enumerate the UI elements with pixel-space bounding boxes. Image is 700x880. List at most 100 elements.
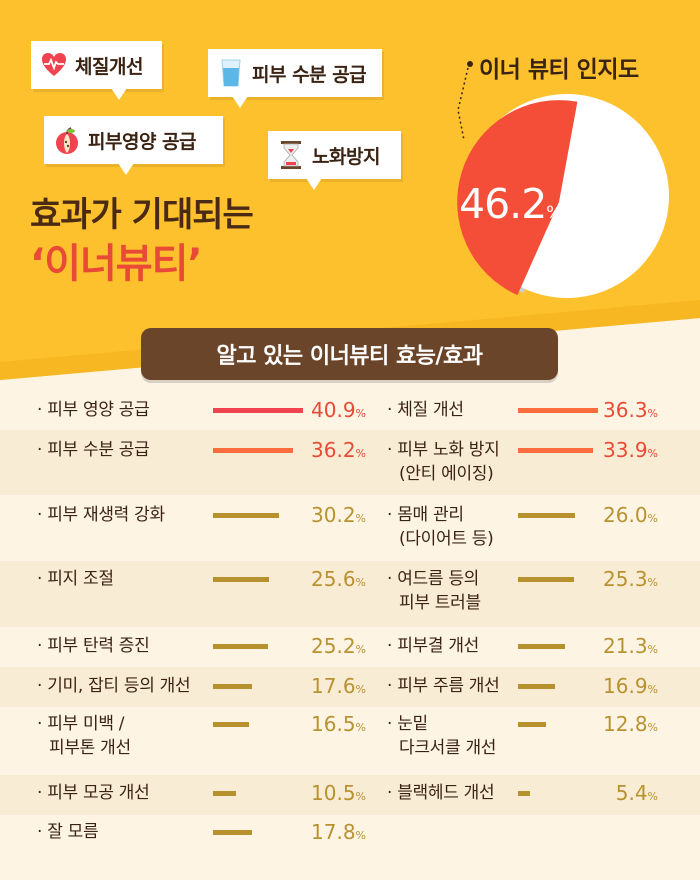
bar-value: 10.5% [296,781,366,805]
bar-value-unit: % [647,790,658,803]
bar-label: · 블랙헤드 개선 [387,783,495,803]
row-background [0,815,700,855]
bar-label: · 피부결 개선 [387,636,480,656]
row-background [0,430,700,495]
pie-title-marker [467,61,473,67]
bar [213,408,303,413]
row-background [0,495,700,561]
pie-slice-awareness [457,100,578,296]
bar [518,448,593,453]
bar-label: · 피부 노화 방지 (안티 에이징) [387,440,500,484]
apple-icon [56,127,78,154]
row-background [0,627,700,667]
headline: 효과가 기대되는 ‘이너뷰티’ [30,192,254,290]
bar [213,684,252,689]
heart-pulse-icon [42,53,66,76]
bar-label: · 피부 모공 개선 [37,783,150,803]
bar-value: 17.6% [296,674,366,698]
bar-value: 26.0% [588,503,658,527]
bar-label: · 피부 주름 개선 [387,676,500,696]
bar-value-unit: % [647,407,658,420]
bar-value-number: 16.5 [311,712,356,736]
bar-value: 40.9% [296,398,366,422]
bar-value-number: 17.8 [311,820,356,844]
pie-value-label: 46.2% [459,180,562,228]
row-background [0,707,700,775]
bar [213,830,252,835]
bar-value: 25.3% [588,567,658,591]
bar-value: 21.3% [588,634,658,658]
bar-chart-title-banner: 알고 있는 이너뷰티 효능/효과 [141,328,558,380]
bar [213,791,236,796]
bar-value-unit: % [647,643,658,656]
pie-leader-line [457,67,469,141]
bubble-label: 체질개선 [75,55,143,78]
bar-value-unit: % [647,721,658,734]
bar-value-unit: % [355,721,366,734]
bar [518,513,575,518]
bar [213,513,279,518]
bar-value: 16.5% [296,712,366,736]
row-background [0,561,700,627]
bar [518,791,530,796]
pie-value-unit: % [546,203,562,223]
bar-value: 5.4% [588,781,658,805]
bar-value: 17.8% [296,820,366,844]
bar-label: · 몸매 관리 (다이어트 등) [387,505,494,549]
bubble-skin-nutrition: 피부영양 공급 [44,116,223,175]
bar-value: 30.2% [296,503,366,527]
bar-value-unit: % [647,512,658,525]
pie-title: 이너 뷰티 인지도 [479,57,639,83]
pie-value-number: 46.2 [459,180,547,228]
bar-value-unit: % [355,576,366,589]
bar-label: · 체질 개선 [387,400,464,420]
bar-value-unit: % [355,790,366,803]
bar-value-unit: % [647,683,658,696]
bar-value-number: 16.9 [603,674,648,698]
headline-line1: 효과가 기대되는 [30,195,254,235]
bubble-label: 피부 수분 공급 [252,63,367,86]
bar-value-unit: % [355,447,366,460]
pie-chart [457,67,669,298]
bar [213,644,268,649]
bar-value-number: 12.8 [603,712,648,736]
bar-value-number: 21.3 [603,634,648,658]
bar-label: · 피지 조절 [37,569,114,589]
bar-value-unit: % [355,643,366,656]
bar [518,644,565,649]
bubble-label: 노화방지 [312,145,380,168]
bar-label: · 여드름 등의 피부 트러블 [387,569,481,613]
bar-value: 36.3% [588,398,658,422]
bar-value-number: 25.6 [311,567,356,591]
bubble-body-improvement: 체질개선 [31,41,162,100]
bar-value-number: 17.6 [311,674,356,698]
bar-value: 36.2% [296,438,366,462]
bar-label: · 기미, 잡티 등의 개선 [37,676,191,696]
bar-value-unit: % [355,683,366,696]
bar-value: 33.9% [588,438,658,462]
bar [213,722,249,727]
bar [213,577,269,582]
bubble-label: 피부영양 공급 [88,130,197,153]
bar-value-unit: % [355,407,366,420]
row-background [0,775,700,815]
bar [518,684,555,689]
bar-label: · 피부 재생력 강화 [37,505,165,525]
headline-line2: ‘이너뷰티’ [30,241,203,287]
hourglass-icon [281,141,301,169]
bar-value-number: 40.9 [311,398,356,422]
water-glass-icon [221,59,241,87]
bar-value: 25.6% [296,567,366,591]
bar-label: · 피부 수분 공급 [37,440,150,460]
bar [518,577,574,582]
bar-value-number: 30.2 [311,503,356,527]
bar-value-number: 25.2 [311,634,356,658]
bar-value-number: 36.2 [311,438,356,462]
bar-label: · 피부 영양 공급 [37,400,150,420]
bar-value-number: 36.3 [603,398,648,422]
bar-value: 25.2% [296,634,366,658]
bubble-anti-aging: 노화방지 [268,131,401,190]
bar-value-number: 25.3 [603,567,648,591]
bar-label: · 피부 탄력 증진 [37,636,150,656]
